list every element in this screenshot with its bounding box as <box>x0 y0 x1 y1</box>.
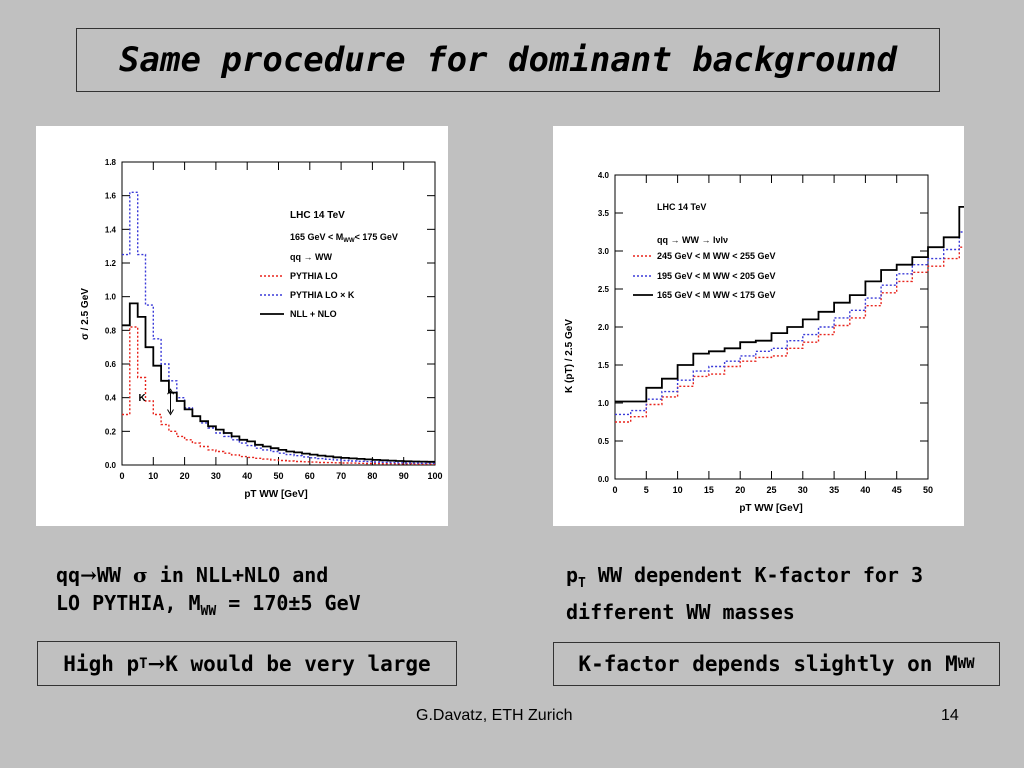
caption-subscript: WW <box>200 604 217 619</box>
y-tick-label: 1.6 <box>105 192 117 201</box>
arrow-glyph: → <box>80 563 97 587</box>
arrow-glyph: → <box>147 651 166 676</box>
legend-title: LHC 14 TeV <box>657 202 706 212</box>
x-tick-label: 60 <box>305 471 315 481</box>
y-tick-label: 1.5 <box>598 361 610 370</box>
x-tick-label: 20 <box>180 471 190 481</box>
x-tick-label: 0 <box>612 485 617 495</box>
x-tick-label: 30 <box>211 471 221 481</box>
legend-label: NLL + NLO <box>290 309 337 319</box>
title-box: Same procedure for dominant background <box>76 28 940 92</box>
right-caption: pT WW dependent K-factor for 3 different… <box>566 561 923 626</box>
box-text: High p <box>63 651 140 676</box>
box-subscript: T <box>139 655 148 672</box>
x-tick-label: 35 <box>829 485 839 495</box>
k-arrowhead <box>167 409 174 416</box>
x-tick-label: 30 <box>798 485 808 495</box>
y-tick-label: 0.6 <box>105 360 117 369</box>
y-tick-label: 0.2 <box>105 427 117 436</box>
caption-subscript: T <box>578 576 586 591</box>
caption-text: WW dependent K-factor for 3 <box>585 563 924 587</box>
sigma-pt-chart: 0 10 20 30 40 50 60 70 80 90 100 0.0 0.2 0.4 0.6 0.8 1.0… <box>80 158 443 500</box>
legend-label: 245 GeV < M WW < 255 GeV <box>657 251 776 261</box>
y-tick-label: 2.0 <box>598 323 610 332</box>
x-tick-label: 90 <box>399 471 409 481</box>
caption-text: LO PYTHIA, M <box>56 591 201 615</box>
x-tick-label: 80 <box>367 471 377 481</box>
box-text: K-factor depends slightly on M <box>578 652 958 676</box>
y-tick-label: 0.4 <box>105 394 117 403</box>
sigma-glyph: σ <box>132 563 148 587</box>
box-text: K would be very large <box>165 651 431 676</box>
x-tick-label: 50 <box>273 471 283 481</box>
x-tick-label: 40 <box>860 485 870 495</box>
series-line <box>615 231 964 416</box>
y-tick-label: 1.8 <box>105 158 117 167</box>
x-axis-label: pT WW [GeV] <box>244 489 307 500</box>
x-tick-label: 100 <box>427 471 442 481</box>
x-tick-label: 40 <box>242 471 252 481</box>
right-caption-line2: different WW masses <box>566 600 795 624</box>
plot-frame <box>614 174 929 480</box>
legend-label: PYTHIA LO × K <box>290 290 355 300</box>
x-tick-label: 15 <box>704 485 714 495</box>
right-caption-line1: pT WW dependent K-factor for 3 <box>566 561 923 598</box>
y-tick-label: 0.0 <box>598 475 610 484</box>
legend-process: qq → WW <box>290 252 332 262</box>
legend-label: 165 GeV < M WW < 175 GeV <box>657 290 776 300</box>
y-tick-label: 2.5 <box>598 285 610 294</box>
y-tick-label: 0.0 <box>105 461 117 470</box>
series-line <box>122 302 435 463</box>
y-axis-label: K (pT) / 2.5 GeV <box>564 319 575 393</box>
left-caption-line1: qq→WW σ in NLL+NLO and <box>56 561 361 589</box>
k-arrowhead <box>167 388 174 395</box>
x-tick-label: 0 <box>119 471 124 481</box>
x-tick-label: 10 <box>673 485 683 495</box>
right-chart-panel: 0 5 10 15 20 25 30 35 40 45 50 0.0 0.5 1.0 1.5 2.0 2.5 3.… <box>553 126 964 526</box>
y-tick-label: 0.5 <box>598 437 610 446</box>
y-tick-label: 0.8 <box>105 326 117 335</box>
series-line <box>122 191 435 464</box>
series-line <box>122 326 435 465</box>
left-chart-panel: 0 10 20 30 40 50 60 70 80 90 100 0.0 0.2 0.4 0.6 0.8 1.0… <box>36 126 448 526</box>
y-tick-label: 1.4 <box>105 225 117 234</box>
footer-author: G.Davatz, ETH Zurich <box>416 707 573 724</box>
y-tick-label: 3.5 <box>598 209 610 218</box>
y-tick-label: 1.2 <box>105 259 117 268</box>
y-tick-label: 4.0 <box>598 171 610 180</box>
box-subscript: WW <box>957 656 975 672</box>
x-tick-label: 20 <box>735 485 745 495</box>
y-tick-label: 1.0 <box>105 293 117 302</box>
y-axis-label: σ / 2.5 GeV <box>80 288 91 340</box>
caption-text: WW <box>96 563 133 587</box>
caption-text: in NLL+NLO and <box>147 563 329 587</box>
legend-title: LHC 14 TeV <box>290 210 345 221</box>
series-line <box>615 246 964 423</box>
x-tick-label: 25 <box>766 485 776 495</box>
legend-mass-cut: 165 GeV < MWW< 175 GeV <box>290 232 398 244</box>
legend-process: qq → WW → lνlν <box>657 235 728 245</box>
left-caption: qq→WW σ in NLL+NLO and LO PYTHIA, MWW = … <box>56 561 361 626</box>
legend-label: PYTHIA LO <box>290 271 338 281</box>
k-annotation: K <box>139 393 147 404</box>
x-tick-label: 5 <box>644 485 649 495</box>
left-conclusion-box: High p T → K would be very large <box>37 641 457 686</box>
caption-text: qq <box>56 563 81 587</box>
caption-text: p <box>566 563 579 587</box>
right-conclusion-box: K-factor depends slightly on M WW <box>553 642 1000 686</box>
series-line <box>615 206 964 403</box>
page-number: 14 <box>941 707 959 724</box>
legend-label: 195 GeV < M WW < 205 GeV <box>657 271 776 281</box>
x-tick-label: 45 <box>892 485 902 495</box>
caption-text: = 170±5 GeV <box>216 591 361 615</box>
kfactor-pt-chart: 0 5 10 15 20 25 30 35 40 45 50 0.0 0.5 1.0 1.5 2.0 2.5 3.… <box>564 171 964 514</box>
y-tick-label: 3.0 <box>598 247 610 256</box>
x-tick-label: 10 <box>148 471 158 481</box>
slide-title: Same procedure for dominant background <box>119 40 897 80</box>
x-tick-label: 70 <box>336 471 346 481</box>
x-axis-label: pT WW [GeV] <box>739 503 802 514</box>
x-tick-label: 50 <box>923 485 933 495</box>
y-tick-label: 1.0 <box>598 399 610 408</box>
left-caption-line2: LO PYTHIA, MWW = 170±5 GeV <box>56 589 361 626</box>
